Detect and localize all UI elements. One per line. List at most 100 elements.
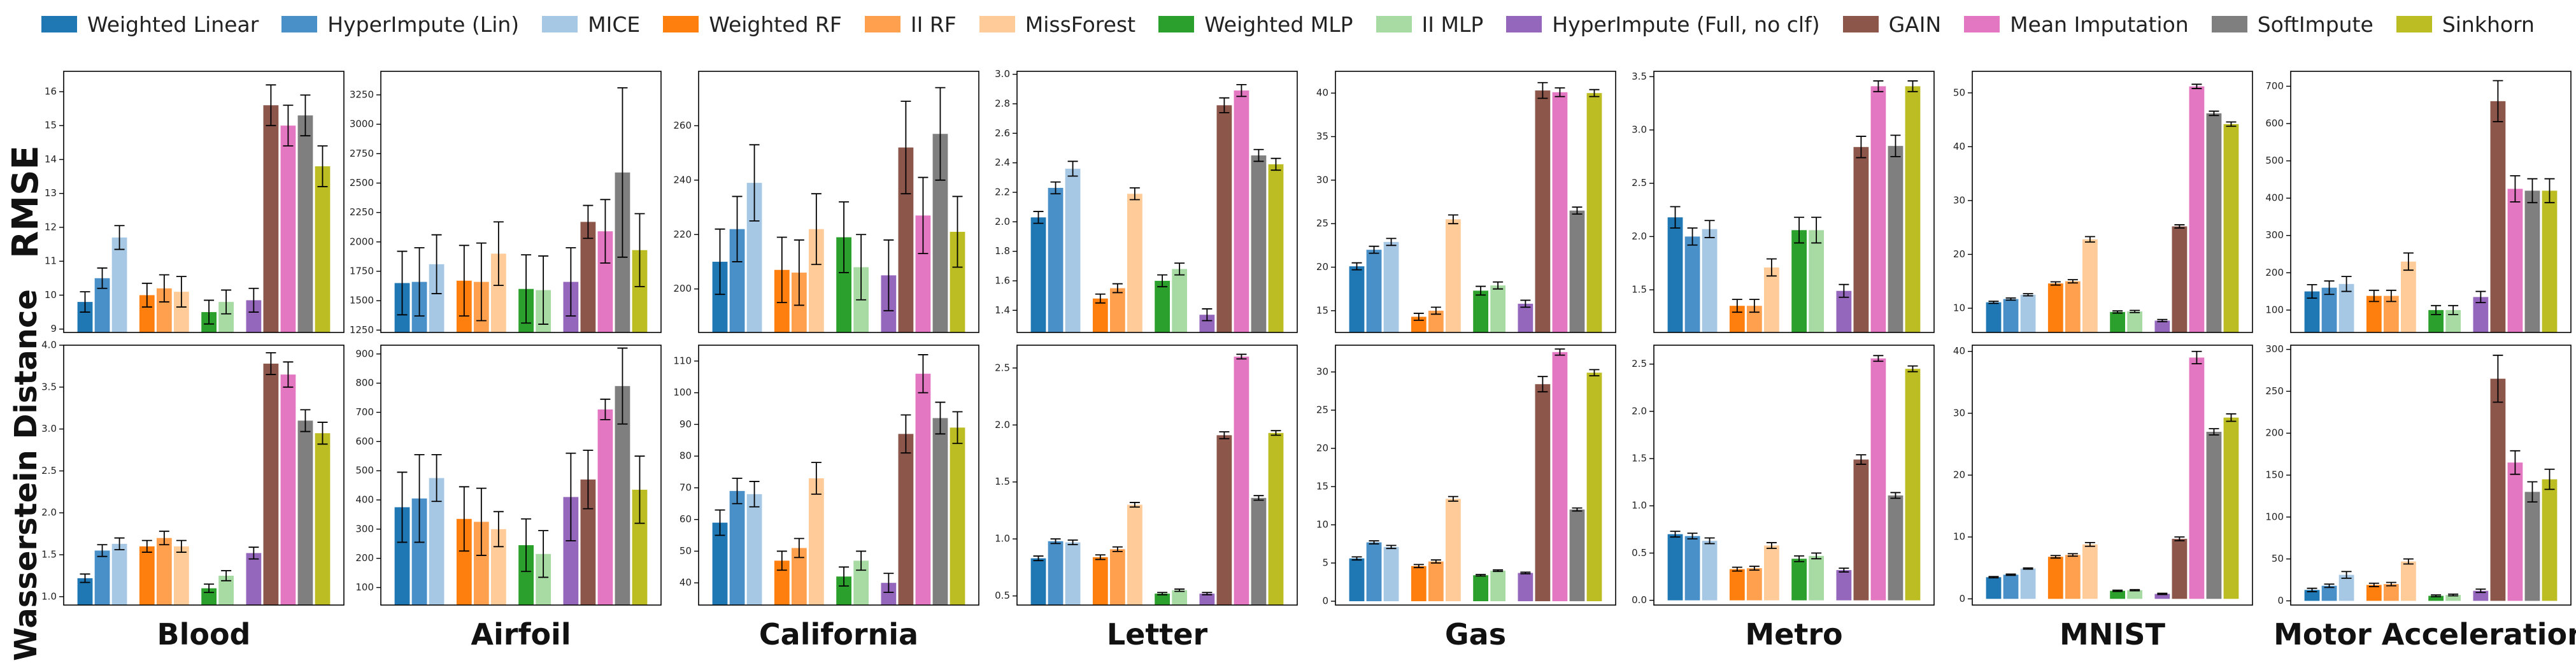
bar-hyperimpute-lin [94,550,110,605]
legend-item-weighted-rf: Weighted RF [663,12,842,37]
bar-missforest [2082,544,2098,599]
bar-hyperimpute-lin [94,278,110,332]
bar-mean-imputation [597,231,613,332]
y-tick-label: 50 [680,545,692,557]
bar-mice [1702,541,1718,601]
bar-ii-mlp [1490,285,1506,332]
bar-hyperimpute-lin [729,490,745,605]
bar-mice [429,478,445,605]
bar-gain [1853,459,1869,601]
y-tick-label: 2.2 [995,186,1010,197]
bar-weighted-mlp [2110,590,2125,599]
bar-weighted-mlp [2428,595,2444,601]
bar-gain [263,105,279,332]
legend-item-hyperimpute-full-no-clf: HyperImpute (Full, no clf) [1506,11,1820,37]
bar-sinkhorn [315,433,331,605]
y-tick-label: 30 [1316,174,1328,185]
legend-label: HyperImpute (Full, no clf) [1552,11,1820,37]
bar-sinkhorn [1905,369,1921,601]
bar-mice [2338,283,2354,332]
bar-weighted-rf [139,295,155,332]
axes-frame [1653,71,1935,333]
bar-hyperimpute-full-no-clf [1518,573,1534,601]
legend-swatch [663,16,699,32]
y-tick-label: 40 [1953,345,1965,357]
legend-swatch [979,16,1015,32]
panel-metro-wd: 0.0 0.5 1.0 1.5 2.0 2.5 [1632,345,1935,606]
bar-missforest [1763,545,1779,601]
bar-hyperimpute-full-no-clf [2154,594,2170,599]
y-tick-label: 2.5 [41,465,57,476]
bar-hyperimpute-lin [1684,236,1700,332]
bar-ii-mlp [1809,555,1825,601]
bar-weighted-mlp [1791,230,1807,332]
y-tick-label: 3.0 [995,68,1010,80]
y-tick-label: 1.0 [995,533,1010,545]
y-tick-label: 25 [1316,218,1328,229]
legend-label: MICE [588,11,641,37]
legend-label: Weighted Linear [87,11,259,37]
y-tick-label: 2.0 [1632,405,1647,417]
y-tick-label: 100 [2265,511,2284,522]
bar-weighted-linear [1667,217,1683,332]
y-tick-label: 14 [45,153,57,165]
bar-ii-mlp [1809,230,1825,332]
y-tick-label: 1.8 [995,245,1010,257]
axes-frame [1335,345,1616,606]
legend-swatch [281,16,318,32]
y-tick-label: 200 [2265,267,2284,278]
bar-weighted-linear [2304,590,2320,601]
y-tick-label: 30 [1316,366,1328,378]
panel-motor-acceleration-rmse: 100 200 300 400 500 600 700 [2265,71,2572,333]
legend-swatch [41,16,78,32]
bar-ii-mlp [2127,590,2143,599]
bar-missforest [173,546,189,605]
bar-ii-mlp [1490,571,1506,601]
y-tick-label: 700 [355,406,374,418]
bar-missforest [1445,219,1461,332]
bar-hyperimpute-lin [2003,299,2019,332]
y-tick-label: 2.0 [1632,231,1647,242]
panel-letter-wd: 0.5 1.0 1.5 2.0 2.5 [995,345,1298,606]
y-tick-label: 150 [2265,469,2284,481]
bar-mean-imputation [2507,462,2523,601]
bar-mice [746,494,762,605]
bar-weighted-linear [1667,534,1683,601]
bar-sinkhorn [2542,190,2558,332]
bar-mice [429,264,445,332]
bar-gain [2490,101,2506,332]
legend-item-weighted-mlp: Weighted MLP [1158,12,1353,37]
bar-weighted-linear [1349,266,1365,332]
bar-mice [111,543,127,605]
bar-weighted-mlp [1155,594,1170,605]
legend-label: Weighted RF [709,11,842,37]
y-tick-label: 2.4 [995,157,1010,168]
legend-item-hyperimpute-lin: HyperImpute (Lin) [281,12,519,37]
bar-gain [580,222,596,332]
y-tick-label: 11 [45,255,57,267]
axes-frame [63,345,345,606]
bar-missforest [1127,194,1142,332]
y-tick-label: 260 [673,120,692,131]
y-tick-label: 700 [2265,80,2284,92]
bar-weighted-linear [394,507,410,605]
bar-hyperimpute-lin [1048,541,1064,605]
y-tick-label: 10 [45,289,57,301]
bar-ii-mlp [1172,590,1188,605]
legend-item-missforest: MissForest [979,12,1135,37]
bar-hyperimpute-full-no-clf [2473,590,2489,601]
y-tick-label: 2500 [350,177,374,189]
bar-hyperimpute-full-no-clf [563,497,579,605]
bar-gain [1535,384,1551,601]
bar-weighted-linear [1986,577,2002,599]
bar-missforest [2400,561,2416,601]
bar-gain [263,363,279,605]
y-tick-label: 110 [673,355,692,366]
panel-metro-rmse: 1.5 2.0 2.5 3.0 3.5 [1632,71,1935,333]
bar-mean-imputation [1234,90,1249,333]
y-tick-label: 240 [673,174,692,185]
y-tick-label: 1500 [350,295,374,306]
y-tick-label: 2.6 [995,127,1010,139]
bar-ii-mlp [2445,310,2461,332]
legend-item-sinkhorn: Sinkhorn [2396,12,2535,37]
